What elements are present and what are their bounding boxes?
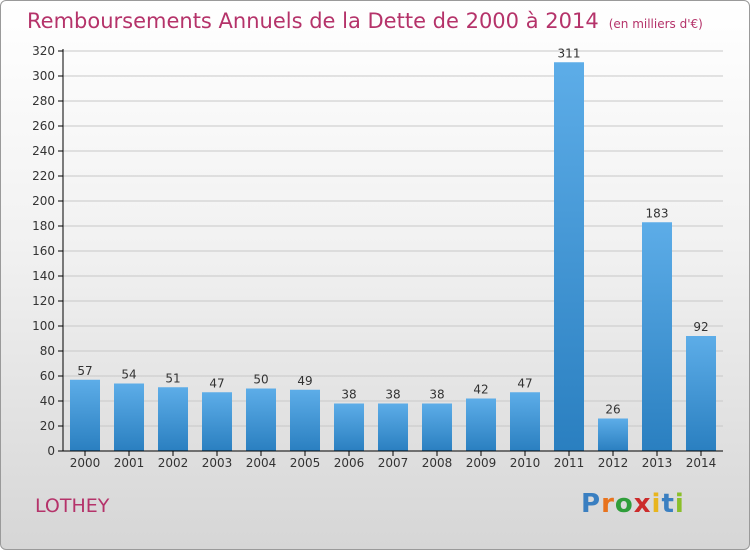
y-tick-label: 180	[32, 219, 55, 233]
bar-2004	[246, 388, 276, 451]
y-tick-label: 80	[40, 344, 55, 358]
value-label-2006: 38	[341, 388, 356, 402]
bar-2006	[334, 403, 364, 451]
bar-2009	[466, 398, 496, 451]
chart-subtitle: (en milliers d'€)	[608, 17, 703, 31]
value-label-2007: 38	[385, 388, 400, 402]
value-label-2002: 51	[165, 371, 180, 385]
y-tick-label: 200	[32, 194, 55, 208]
y-tick-label: 60	[40, 369, 55, 383]
value-label-2000: 57	[77, 364, 92, 378]
y-tick-label: 220	[32, 169, 55, 183]
y-tick-label: 300	[32, 69, 55, 83]
value-label-2003: 47	[209, 376, 224, 390]
x-tick-label-2014: 2014	[686, 456, 717, 470]
logo-letter: t	[661, 489, 675, 519]
axes	[62, 49, 723, 452]
bar-2003	[202, 392, 232, 451]
x-tick-label-2008: 2008	[422, 456, 453, 470]
value-label-2005: 49	[297, 374, 312, 388]
y-tick-label: 120	[32, 294, 55, 308]
bar-2008	[422, 403, 452, 451]
logo-letter: o	[614, 489, 634, 519]
value-label-2011: 311	[558, 46, 581, 60]
y-tick-label: 100	[32, 319, 55, 333]
x-tick-label-2013: 2013	[642, 456, 673, 470]
x-tick-label-2002: 2002	[158, 456, 189, 470]
x-tick-label-2011: 2011	[554, 456, 585, 470]
y-tick-label: 0	[47, 444, 55, 458]
value-label-2013: 183	[646, 206, 669, 220]
x-tick-label-2005: 2005	[290, 456, 321, 470]
value-label-2008: 38	[429, 388, 444, 402]
logo-letter: x	[633, 489, 652, 519]
bar-2012	[598, 418, 628, 451]
logo-letter: r	[601, 489, 615, 519]
chart-title-text: Remboursements Annuels de la Dette de 20…	[27, 9, 599, 33]
value-label-2010: 47	[517, 376, 532, 390]
y-tick-label: 240	[32, 144, 55, 158]
y-tick-label: 40	[40, 394, 55, 408]
logo-letter: P	[581, 489, 602, 519]
y-tick-label: 280	[32, 94, 55, 108]
bar-2014	[686, 336, 716, 451]
x-tick-label-2012: 2012	[598, 456, 629, 470]
x-tick-label-2003: 2003	[202, 456, 233, 470]
x-axis-ticks: 2000 2001 2002 2003 2004 2005 2006 2007 2008 2009…	[70, 451, 717, 470]
bar-2011	[554, 62, 584, 451]
value-label-2014: 92	[693, 320, 708, 334]
y-tick-label: 260	[32, 119, 55, 133]
value-label-2004: 50	[253, 373, 268, 387]
x-tick-label-2010: 2010	[510, 456, 541, 470]
commune-name: LOTHEY	[35, 495, 110, 517]
y-tick-label: 320	[32, 44, 55, 58]
bar-2001	[114, 383, 144, 451]
bars	[70, 62, 716, 451]
logo-letter: i	[651, 489, 662, 519]
proxiti-logo: Proxiti	[581, 489, 685, 519]
bar-2005	[290, 389, 320, 451]
grid-lines	[63, 50, 723, 427]
x-tick-label-2004: 2004	[246, 456, 277, 470]
x-tick-label-2000: 2000	[70, 456, 101, 470]
bar-2007	[378, 403, 408, 451]
y-axis-ticks: 0 20 40 60 80 100 120 140 160 180 200 220 240 260 280 3…	[32, 44, 63, 458]
x-tick-label-2007: 2007	[378, 456, 409, 470]
x-tick-label-2006: 2006	[334, 456, 365, 470]
bar-2010	[510, 392, 540, 451]
y-tick-label: 160	[32, 244, 55, 258]
value-labels: 57 54 51 47 50 49 38 38 38 42 47 311 26 183 92	[77, 46, 708, 416]
logo-letter: i	[674, 489, 685, 519]
y-tick-label: 140	[32, 269, 55, 283]
bar-2002	[158, 387, 188, 451]
x-tick-label-2009: 2009	[466, 456, 497, 470]
value-label-2009: 42	[473, 383, 488, 397]
bar-2000	[70, 379, 100, 451]
x-tick-label-2001: 2001	[114, 456, 145, 470]
bar-2013	[642, 222, 672, 451]
chart-title: Remboursements Annuels de la Dette de 20…	[27, 9, 703, 33]
y-tick-label: 20	[40, 419, 55, 433]
value-label-2001: 54	[121, 368, 136, 382]
value-label-2012: 26	[605, 403, 620, 417]
